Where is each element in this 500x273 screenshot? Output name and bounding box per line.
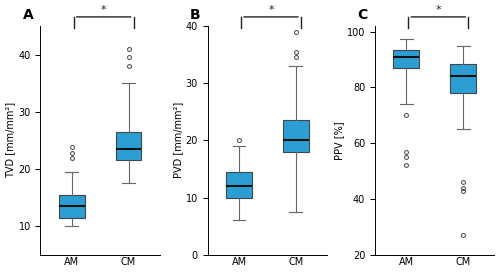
- PathPatch shape: [283, 120, 308, 152]
- Y-axis label: PVD [mm/mm²]: PVD [mm/mm²]: [173, 102, 183, 179]
- PathPatch shape: [59, 195, 84, 218]
- PathPatch shape: [450, 64, 476, 93]
- Text: *: *: [268, 5, 274, 15]
- Text: *: *: [436, 5, 441, 15]
- PathPatch shape: [116, 132, 141, 160]
- Text: B: B: [190, 8, 200, 22]
- Text: *: *: [101, 5, 106, 15]
- PathPatch shape: [394, 50, 419, 68]
- Y-axis label: TVD [mm/mm²]: TVD [mm/mm²]: [6, 102, 16, 179]
- PathPatch shape: [226, 172, 252, 198]
- Text: C: C: [357, 8, 368, 22]
- Y-axis label: PPV [%]: PPV [%]: [334, 121, 344, 160]
- Text: A: A: [22, 8, 34, 22]
